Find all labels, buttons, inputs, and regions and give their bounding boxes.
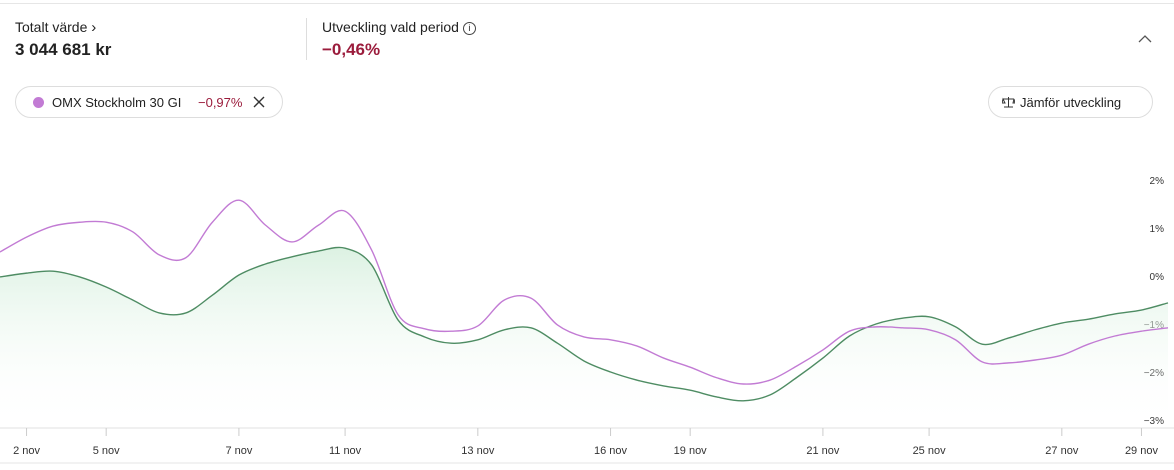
- total-value: 3 044 681 kr: [15, 40, 112, 59]
- y-tick-label: 0%: [1150, 272, 1165, 283]
- x-tick-label: 13 nov: [461, 445, 495, 457]
- compare-label: Jämför utveckling: [1020, 95, 1122, 110]
- index-chip[interactable]: OMX Stockholm 30 GI −0,97%: [15, 86, 283, 118]
- x-tick-label: 7 nov: [225, 445, 252, 457]
- chevron: ›: [91, 19, 97, 36]
- legend-swatch: [33, 97, 44, 108]
- period-label: Utveckling vald period i: [322, 19, 476, 35]
- total-label[interactable]: Totalt värde ›: [15, 19, 96, 36]
- x-tick-label: 11 nov: [329, 445, 362, 457]
- x-tick-label: 21 nov: [806, 445, 840, 457]
- period-value: −0,46%: [322, 40, 381, 59]
- x-tick-label: 2 nov: [13, 445, 40, 457]
- x-tick-label: 29 nov: [1125, 445, 1159, 457]
- card-border: [0, 3, 1174, 4]
- x-tick-label: 19 nov: [674, 445, 708, 457]
- x-tick-label: 5 nov: [93, 445, 120, 457]
- info-icon[interactable]: i: [462, 21, 476, 35]
- scale-icon: [1002, 97, 1015, 108]
- legend-label: OMX Stockholm 30 GI: [52, 95, 182, 110]
- collapse-icon[interactable]: [1138, 34, 1152, 44]
- period-label-text: Utveckling vald period: [322, 19, 459, 35]
- x-tick-label: 16 nov: [594, 445, 628, 457]
- compare-button[interactable]: Jämför utveckling: [988, 86, 1153, 118]
- total-label-text: Totalt värde: [15, 19, 88, 35]
- x-tick-label: 27 nov: [1045, 445, 1079, 457]
- line: [0, 246, 1169, 402]
- line: [0, 199, 1169, 385]
- x-tick-label: 25 nov: [913, 445, 947, 457]
- area: [0, 247, 1168, 430]
- y-tick-label: 1%: [1150, 224, 1165, 235]
- divider: [306, 18, 307, 60]
- y-tick-label: 2%: [1150, 176, 1165, 187]
- index-change: −0,97%: [198, 95, 243, 110]
- remove-icon[interactable]: [253, 96, 265, 108]
